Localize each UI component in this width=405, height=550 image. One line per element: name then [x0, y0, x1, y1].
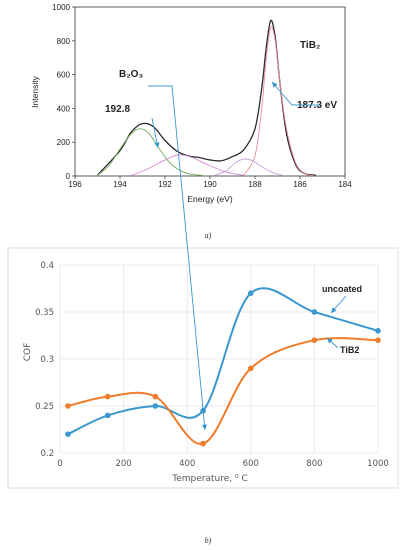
xps-chart: 196 194 192 190 188 186 184 0 200 400 600 800 1000 E…: [30, 3, 352, 204]
arrow-tib2: [326, 337, 339, 349]
xps-series-line-2: [131, 154, 244, 176]
cof-y-axis-label: COF: [23, 343, 33, 362]
cof-data-point: [311, 309, 318, 315]
cof-x-tick-label: 600: [243, 459, 259, 469]
cof-x-tick-label: 400: [179, 459, 195, 469]
xps-x-tick-label: 188: [248, 180, 262, 189]
arrow-b2o3-to-cof-min: [148, 85, 208, 431]
xps-series-line-1: [97, 128, 204, 176]
annotation-187-3-ev: 187.3 eV: [297, 100, 337, 111]
cof-y-tick-label: 0.2: [40, 449, 54, 459]
xps-series-line-0: [97, 19, 316, 176]
cof-data-point: [248, 290, 254, 297]
xps-series-line-4: [214, 158, 283, 176]
cof-chart-border: [7, 247, 399, 489]
legend-label-uncoated: uncoated: [322, 284, 362, 294]
xps-y-tick-label: 1000: [52, 3, 70, 12]
cof-y-tick-label: 0.4: [40, 261, 54, 271]
xps-y-tick-label: 600: [57, 71, 71, 80]
cof-data-point: [65, 431, 71, 438]
cof-chart: 0 200 400 600 800 1000 0.2 0.25 0.3 0.35 0.4 Tempe…: [7, 247, 399, 489]
xps-x-tick-label: 190: [203, 180, 217, 189]
cof-x-tick-label: 800: [306, 459, 322, 469]
caption-b: b): [205, 536, 212, 545]
xps-plot-frame: [74, 6, 346, 177]
legend-label-tib2: TiB2: [340, 345, 359, 355]
xps-x-tick-label: 186: [293, 180, 307, 189]
cof-data-point: [152, 393, 159, 400]
cof-x-tick-label: 200: [115, 459, 131, 469]
cof-data-point: [65, 403, 71, 409]
annotation-tib2: TiB₂: [300, 40, 320, 51]
xps-x-tick-label: 196: [68, 180, 82, 189]
xps-y-tick-label: 400: [57, 104, 71, 113]
arrow-uncoated: [330, 295, 347, 314]
cof-data-point: [311, 337, 318, 344]
cof-data-point: [104, 393, 111, 400]
cof-x-tick-label: 0: [57, 459, 62, 469]
cof-y-tick-label: 0.35: [35, 308, 54, 318]
annotation-192-8: 192.8: [105, 104, 130, 115]
cof-series: [65, 287, 381, 447]
cof-data-point: [375, 328, 381, 334]
annotation-b2o3: B₂O₃: [119, 69, 143, 80]
cof-data-point: [152, 403, 159, 409]
cof-data-point: [375, 337, 381, 344]
cof-axes: 0 200 400 600 800 1000 0.2 0.25 0.3 0.35 0.4: [35, 261, 389, 469]
xps-x-axis-label: Energy (eV): [187, 194, 233, 204]
cof-y-tick-label: 0.3: [40, 355, 54, 365]
cof-data-point: [248, 365, 254, 372]
caption-a: a): [205, 231, 212, 240]
xps-y-axis-label: Intensity: [30, 75, 40, 107]
xps-x-tick-label: 184: [338, 180, 352, 189]
cof-data-point: [104, 412, 111, 419]
xps-y-tick-label: 200: [57, 138, 71, 147]
cof-y-tick-label: 0.25: [35, 402, 54, 412]
cof-x-tick-label: 1000: [367, 459, 389, 469]
xps-y-tick-label: 800: [57, 37, 71, 46]
xps-series-line-3: [243, 26, 314, 176]
xps-x-tick-label: 192: [158, 180, 172, 189]
arrow-b2o3-peak: [151, 117, 160, 149]
xps-x-tick-label: 194: [113, 180, 127, 189]
cof-x-axis-label: Temperature, ⁰ C: [171, 474, 248, 484]
xps-y-tick-label: 0: [66, 172, 71, 181]
xps-axes: 196 194 192 190 188 186 184 0 200 400 600 800 1000: [52, 3, 352, 189]
xps-series: [97, 19, 316, 176]
cof-data-point: [200, 440, 206, 447]
arrow-tib2-peak: [271, 81, 320, 106]
